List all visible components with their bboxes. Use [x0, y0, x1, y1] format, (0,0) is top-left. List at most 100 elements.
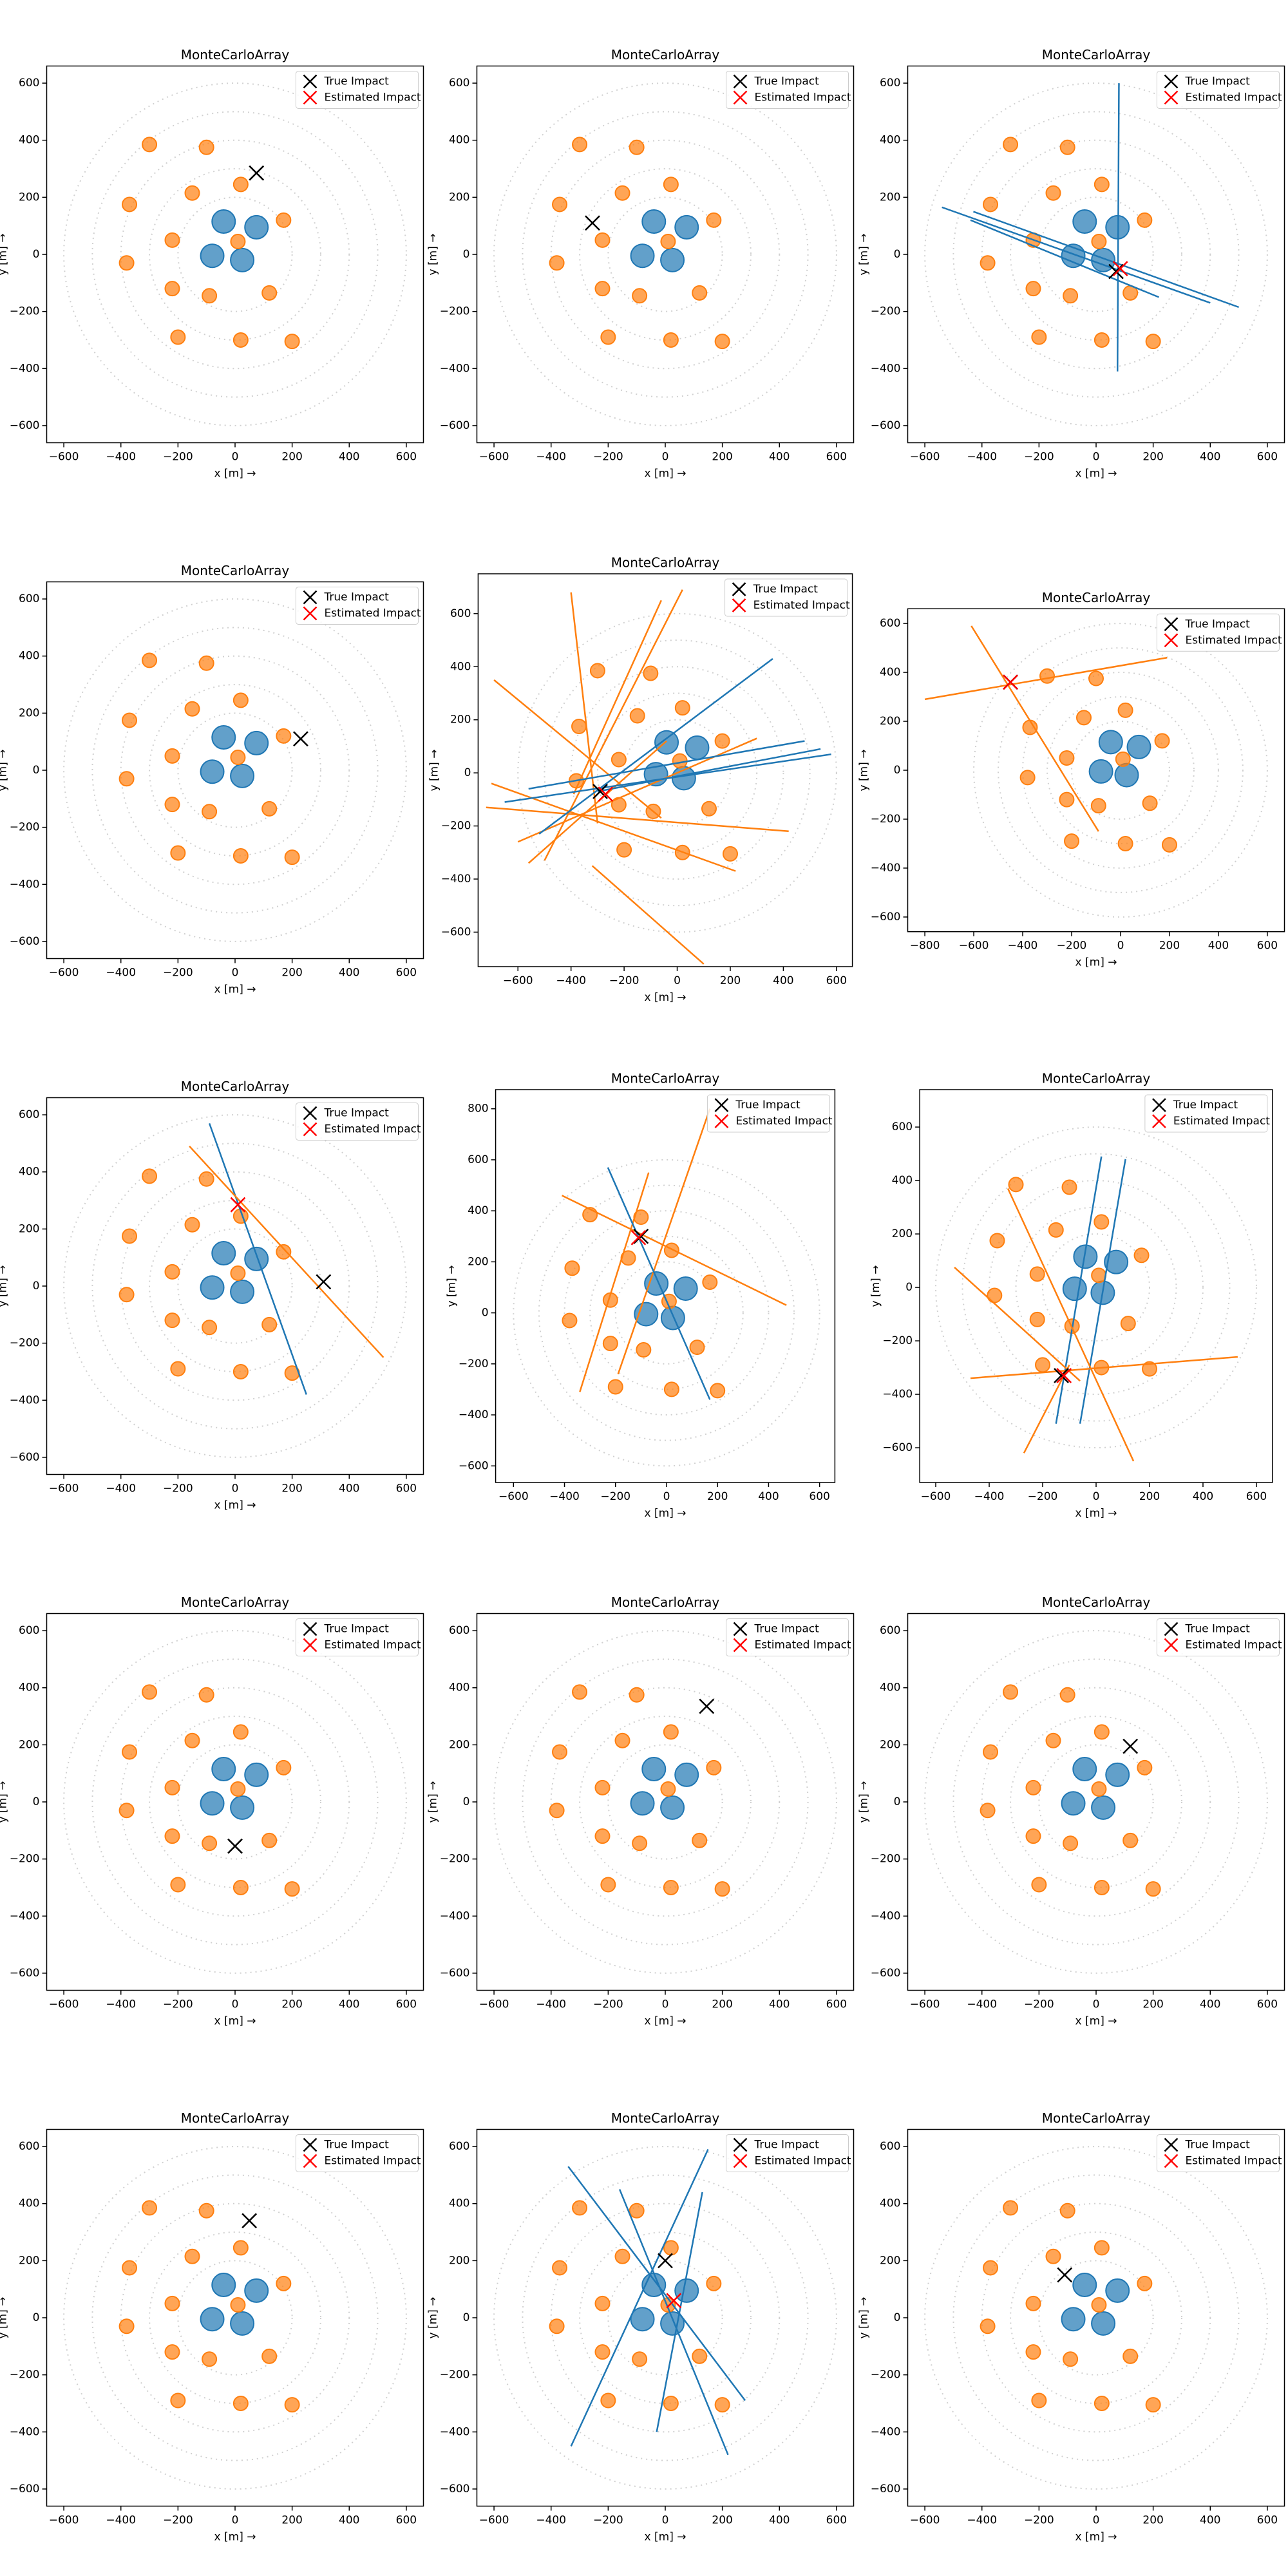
shower-axis: [970, 1356, 1238, 1379]
x-tick-label: 600: [396, 1998, 417, 2011]
y-tick-label: −600: [871, 911, 901, 923]
telescope: [1094, 332, 1110, 348]
x-tick-label: −600: [921, 1490, 951, 1503]
telescope: [1154, 733, 1170, 749]
impact-marker-stroke: [293, 731, 308, 747]
telescope: [1137, 2275, 1153, 2291]
legend: True Impact Estimated Impact: [296, 71, 421, 109]
x-axis-label: x [m] →: [1075, 2015, 1117, 2028]
impact-marker-stroke: [316, 1274, 332, 1290]
telescope: [1061, 1791, 1086, 1816]
telescope: [230, 750, 246, 766]
range-ring: [973, 623, 1268, 918]
telescope: [200, 1791, 225, 1816]
y-tick-label: 600: [19, 592, 39, 605]
telescope: [1045, 2248, 1061, 2264]
impact-marker: [633, 1228, 649, 1244]
telescope: [164, 232, 180, 248]
y-tick-label: −200: [440, 1853, 470, 1866]
y-tick-label: −600: [440, 1967, 470, 1980]
plot-area: [924, 82, 1268, 426]
x-tick-label: 200: [281, 2514, 302, 2527]
x-axis-label: x [m] →: [1075, 1507, 1117, 1520]
telescope: [1094, 1214, 1110, 1230]
legend-marker-stroke: [714, 1114, 729, 1128]
telescope: [1061, 2307, 1086, 2332]
legend: True Impact Estimated Impact: [296, 1103, 421, 1141]
telescope: [170, 1361, 186, 1377]
x-tick-label: 400: [339, 1482, 359, 1495]
legend-marker: [1151, 1098, 1166, 1112]
shower-axis: [189, 1145, 384, 1358]
y-tick-label: −400: [10, 362, 40, 375]
x-tick-label: 0: [232, 2514, 239, 2527]
legend-marker: [733, 1638, 748, 1653]
telescope: [663, 1381, 679, 1397]
range-ring: [91, 1658, 379, 1946]
telescope: [1088, 759, 1113, 784]
shower-axis: [942, 206, 1211, 304]
y-tick-label: 400: [880, 1681, 900, 1694]
telescope: [184, 1217, 200, 1233]
telescope: [142, 1684, 158, 1700]
x-tick-label: −200: [163, 967, 193, 980]
legend-marker: [1164, 90, 1179, 105]
x-tick-label: −400: [106, 1482, 136, 1495]
telescope: [118, 1287, 135, 1303]
telescope: [230, 234, 246, 250]
x-tick-label: 200: [1142, 451, 1163, 464]
telescope: [230, 1781, 246, 1797]
y-tick-label: −200: [871, 305, 901, 318]
range-ring: [177, 1744, 293, 1860]
telescope: [164, 748, 180, 764]
legend-box: [1157, 613, 1280, 652]
telescope: [1133, 1247, 1150, 1264]
range-ring: [981, 1687, 1211, 1917]
legend-label: True Impact: [1185, 618, 1251, 630]
y-tick-label: 0: [894, 2311, 901, 2324]
telescope: [211, 2273, 236, 2298]
telescope: [572, 137, 588, 153]
telescope: [607, 1379, 623, 1395]
telescope: [164, 1264, 180, 1280]
y-tick-label: 600: [450, 607, 471, 620]
x-tick-label: 400: [339, 1998, 359, 2011]
range-ring: [120, 2202, 350, 2433]
y-tick-label: −600: [10, 419, 40, 432]
y-tick-label: 600: [892, 1121, 913, 1133]
x-tick-label: 0: [1093, 451, 1100, 464]
telescope: [552, 2260, 568, 2276]
legend-box: [296, 71, 419, 109]
telescope: [200, 1275, 225, 1300]
y-tick-label: 400: [19, 1166, 39, 1179]
telescope: [689, 1340, 705, 1356]
legend-marker: [303, 606, 317, 621]
y-tick-label: 0: [894, 1795, 901, 1808]
telescope: [200, 759, 225, 784]
telescope: [1025, 2344, 1041, 2360]
telescope: [1072, 209, 1097, 234]
x-tick-label: −400: [106, 451, 136, 464]
y-tick-label: 400: [449, 134, 469, 147]
legend-label: Estimated Impact: [325, 1639, 421, 1652]
subplot: −600 −400 −200 0 200 400 600 −600 −400 −200 0 200 40…: [858, 47, 1285, 480]
x-tick-label: −600: [479, 2514, 509, 2527]
x-tick-label: −400: [106, 2514, 136, 2527]
telescope: [164, 1779, 180, 1795]
impact-marker-stroke: [633, 1228, 649, 1244]
range-ring: [924, 2146, 1268, 2490]
y-tick-label: −600: [440, 419, 470, 432]
x-tick-label: −600: [479, 1998, 509, 2011]
x-axis-label: x [m] →: [645, 991, 687, 1004]
shower-axis: [607, 1167, 711, 1400]
telescope: [1063, 288, 1079, 304]
y-tick-label: 200: [880, 191, 900, 204]
y-axis-label: y [m] →: [446, 1265, 459, 1307]
shower-axis: [617, 1108, 711, 1375]
range-ring: [570, 666, 784, 880]
x-tick-label: 600: [826, 1998, 847, 2011]
telescope: [1120, 1316, 1136, 1332]
y-axis-label: y [m] →: [858, 2297, 871, 2339]
telescope: [232, 176, 249, 193]
shower-axis: [527, 740, 667, 864]
